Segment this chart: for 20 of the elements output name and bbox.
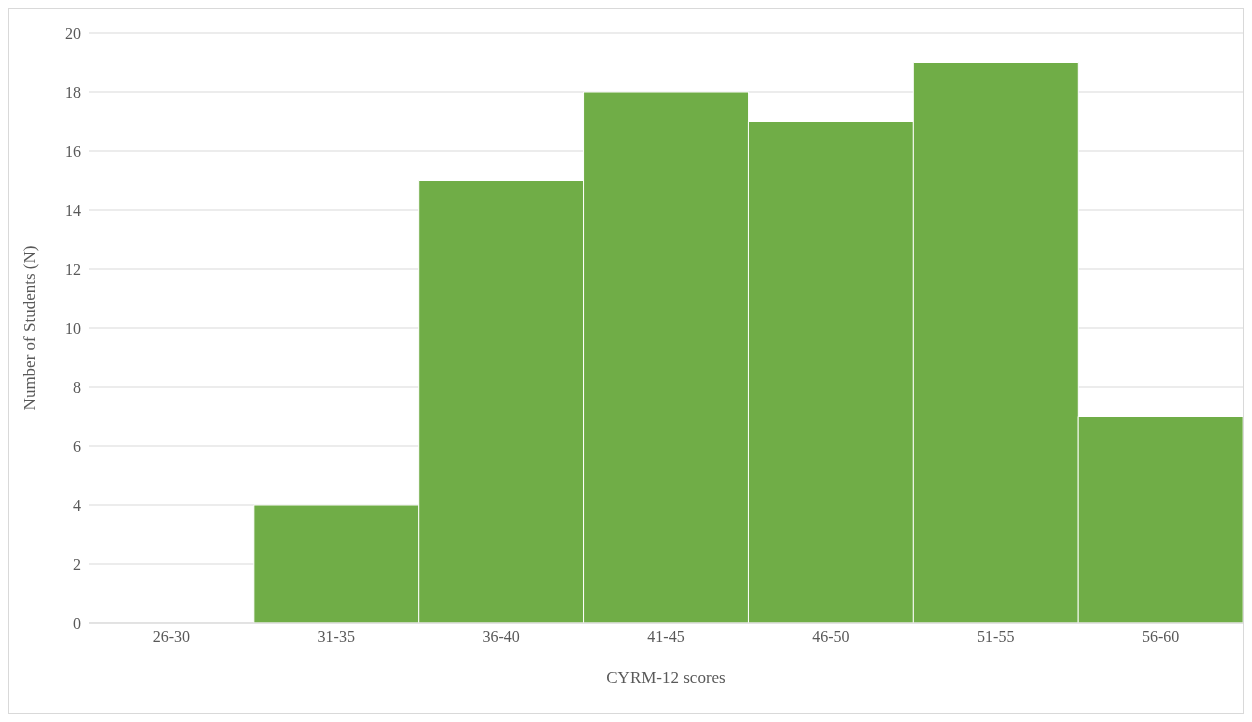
y-tick-label: 20 (65, 24, 81, 42)
y-axis-title: Number of Students (N) (20, 245, 40, 411)
y-tick-label: 12 (65, 260, 81, 278)
y-tick-label: 16 (65, 142, 81, 160)
x-tick-label: 46-50 (812, 628, 850, 646)
x-tick-label: 26-30 (152, 628, 191, 646)
x-axis-title: CYRM-12 scores (606, 668, 726, 687)
y-tick-label: 18 (65, 83, 81, 101)
y-tick-label: 10 (65, 319, 81, 337)
y-tick-label: 8 (73, 378, 81, 396)
x-tick-label: 36-40 (482, 628, 520, 646)
x-tick-label: 51-55 (977, 628, 1015, 646)
y-tick-label: 4 (73, 496, 81, 514)
x-tick-label: 41-45 (647, 628, 685, 646)
x-tick-label: 31-35 (317, 628, 355, 646)
y-tick-label: 14 (65, 201, 81, 219)
y-tick-label: 6 (73, 437, 81, 455)
x-tick-label: 56-60 (1141, 628, 1180, 646)
y-tick-label: 2 (73, 555, 81, 573)
y-tick-label: 0 (73, 614, 81, 632)
